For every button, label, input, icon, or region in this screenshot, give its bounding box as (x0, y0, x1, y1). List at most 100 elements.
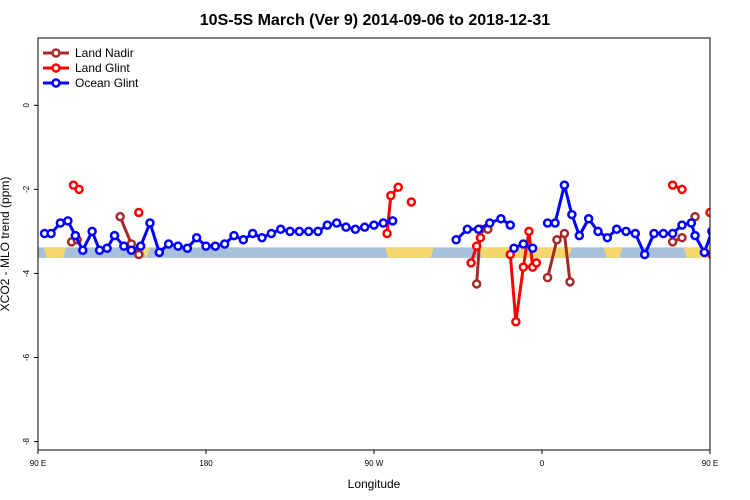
data-point (163, 239, 174, 249)
legend-item-land-nadir: Land Nadir (43, 46, 134, 60)
data-point (707, 227, 710, 236)
data-point (201, 241, 211, 251)
data-point (63, 216, 73, 226)
data-point (466, 258, 476, 268)
series-line (546, 231, 572, 283)
data-point (511, 317, 521, 327)
x-tick-label: 90 E (702, 459, 718, 468)
data-point (173, 241, 183, 251)
data-point (667, 180, 678, 190)
data-point (649, 228, 659, 239)
x-tick-label: 0 (540, 459, 545, 468)
data-point (559, 180, 570, 190)
data-point (331, 218, 342, 228)
data-point (74, 184, 84, 195)
land-band-segment (603, 247, 623, 258)
data-point (475, 232, 486, 243)
data-point (473, 224, 484, 235)
legend-item-land-glint: Land Glint (43, 61, 130, 75)
legend-label: Land Nadir (75, 46, 134, 60)
data-point (667, 228, 678, 239)
data-point (134, 207, 144, 218)
data-point (639, 249, 650, 260)
data-point (70, 230, 81, 241)
x-axis-label: Longitude (348, 477, 401, 491)
y-tick-label: -6 (22, 353, 31, 361)
data-point (359, 222, 370, 232)
data-point (451, 235, 461, 245)
data-point (257, 232, 267, 243)
data-point (531, 258, 542, 268)
data-point (509, 243, 519, 253)
series-land-glint (68, 180, 710, 327)
data-point (686, 218, 697, 228)
y-tick-label: -8 (22, 437, 31, 445)
data-point (229, 230, 239, 241)
data-point (583, 214, 594, 224)
data-point (191, 232, 202, 243)
data-point (382, 228, 392, 239)
data-point (303, 226, 314, 237)
data-point (266, 228, 277, 239)
data-point (552, 235, 562, 245)
data-point (559, 228, 570, 239)
data-point (275, 224, 286, 235)
data-point (87, 226, 97, 237)
land-band-segment (43, 247, 66, 258)
y-tick-label: 0 (22, 102, 31, 107)
data-point (350, 224, 361, 235)
data-point (406, 197, 417, 207)
data-point (550, 218, 560, 228)
data-point (94, 245, 105, 256)
legend-marker (51, 78, 61, 88)
chart-title: 10S-5S March (Ver 9) 2014-09-06 to 2018-… (200, 12, 551, 29)
data-point (55, 218, 66, 228)
data-point (386, 190, 396, 201)
data-point (341, 222, 351, 232)
data-point (102, 243, 112, 253)
data-point (611, 224, 622, 235)
data-point (518, 262, 529, 272)
series-line (547, 183, 710, 257)
data-point (294, 226, 305, 237)
x-tick-label: 90 W (365, 459, 384, 468)
data-point (219, 239, 230, 249)
legend-item-ocean-glint: Ocean Glint (43, 76, 139, 90)
legend-label: Land Glint (75, 61, 130, 75)
data-point (115, 211, 125, 222)
data-point (621, 226, 631, 237)
data-point (593, 226, 603, 237)
ocean-band (38, 247, 710, 258)
data-point (126, 245, 137, 256)
data-point (471, 279, 482, 289)
legend-label: Ocean Glint (75, 76, 139, 90)
x-tick-label: 180 (199, 459, 213, 468)
data-point (369, 220, 379, 230)
data-point (542, 272, 553, 283)
data-point (518, 239, 529, 249)
data-point (505, 220, 516, 230)
data-point (145, 218, 155, 228)
data-point (667, 237, 678, 247)
data-point (677, 232, 687, 243)
data-point (707, 250, 710, 259)
data-point (182, 243, 193, 253)
data-point (119, 241, 129, 251)
data-point (574, 230, 585, 241)
x-axis: 90 E 180 90 W 0 90 E (30, 450, 718, 468)
data-point (735, 232, 742, 239)
y-axis-label: XCO2 - MLO trend (ppm) (0, 177, 12, 312)
data-point (565, 277, 575, 287)
data-point (134, 249, 144, 260)
y-tick-label: -4 (22, 269, 31, 277)
data-point (322, 220, 333, 230)
y-tick-label: -2 (22, 185, 31, 193)
legend-marker (51, 63, 61, 73)
data-point (727, 243, 734, 250)
data-point (387, 216, 398, 226)
data-point (496, 214, 506, 224)
data-point (677, 220, 687, 230)
data-point (393, 182, 404, 192)
data-point (247, 228, 258, 239)
